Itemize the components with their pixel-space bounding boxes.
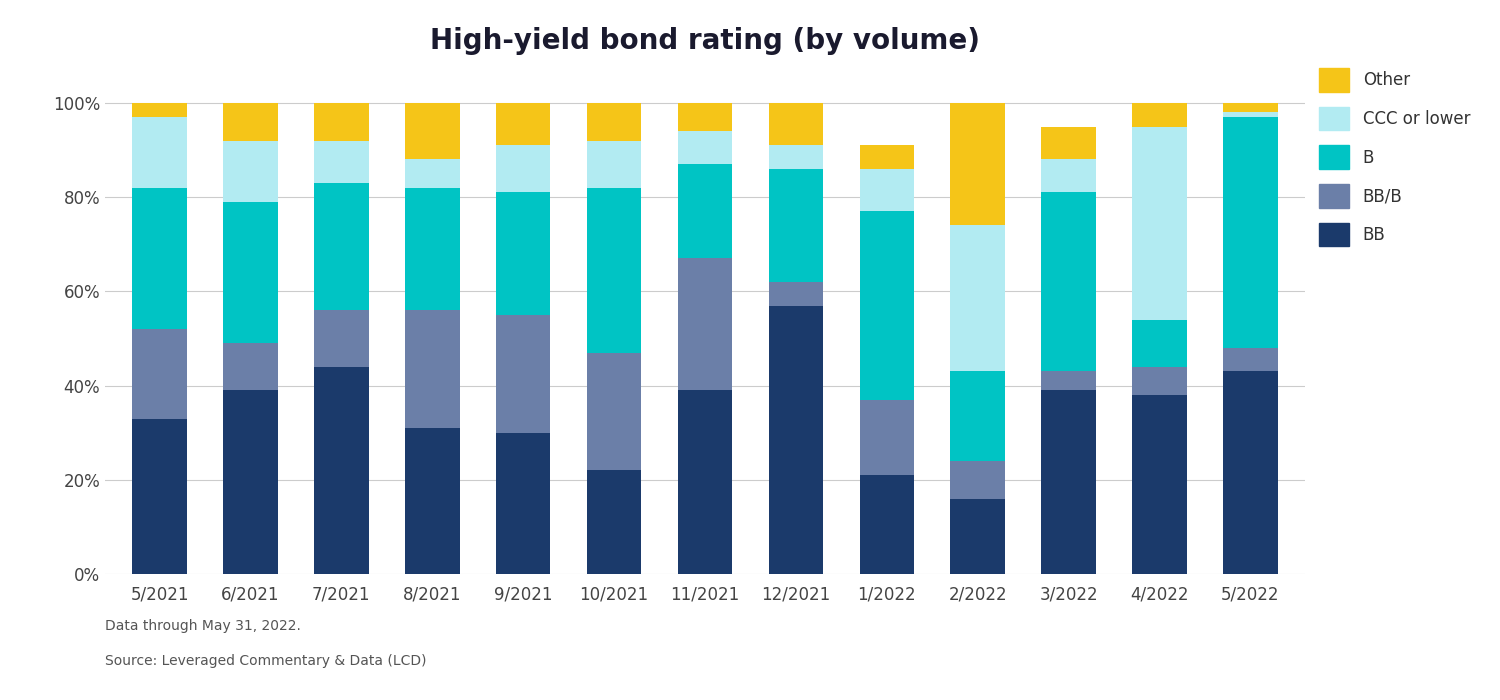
Bar	[586, 470, 642, 574]
Bar	[1132, 103, 1186, 127]
Bar	[1132, 367, 1186, 395]
Bar	[951, 461, 1005, 498]
Bar	[405, 188, 459, 310]
Bar	[951, 103, 1005, 225]
Bar	[496, 315, 550, 433]
Bar	[768, 305, 824, 574]
Bar	[678, 164, 732, 258]
Bar	[678, 103, 732, 131]
Bar	[1041, 391, 1096, 574]
Bar	[1041, 193, 1096, 372]
Bar	[314, 103, 369, 141]
Bar	[405, 103, 459, 160]
Bar	[586, 141, 642, 188]
Bar	[1041, 372, 1096, 391]
Bar	[951, 498, 1005, 574]
Bar	[224, 343, 278, 391]
Bar	[859, 146, 913, 169]
Bar	[768, 146, 824, 169]
Bar	[586, 103, 642, 141]
Bar	[1132, 395, 1186, 574]
Bar	[1041, 127, 1096, 160]
Bar	[1222, 348, 1278, 372]
Bar	[859, 169, 913, 211]
Bar	[1222, 372, 1278, 574]
Bar	[132, 117, 188, 188]
Bar	[314, 141, 369, 183]
Title: High-yield bond rating (by volume): High-yield bond rating (by volume)	[430, 27, 980, 55]
Bar	[496, 146, 550, 192]
Bar	[224, 141, 278, 202]
Bar	[132, 329, 188, 419]
Bar	[496, 193, 550, 315]
Bar	[314, 367, 369, 574]
Bar	[405, 428, 459, 574]
Bar	[405, 310, 459, 428]
Bar	[224, 391, 278, 574]
Bar	[586, 353, 642, 470]
Bar	[1041, 160, 1096, 192]
Text: Source: Leveraged Commentary & Data (LCD): Source: Leveraged Commentary & Data (LCD…	[105, 654, 426, 668]
Bar	[1222, 113, 1278, 117]
Text: Data through May 31, 2022.: Data through May 31, 2022.	[105, 619, 302, 633]
Bar	[496, 433, 550, 574]
Bar	[132, 188, 188, 329]
Bar	[768, 103, 824, 146]
Bar	[951, 225, 1005, 372]
Bar	[405, 160, 459, 188]
Bar	[859, 211, 913, 400]
Bar	[951, 372, 1005, 461]
Bar	[314, 310, 369, 367]
Bar	[859, 400, 913, 475]
Bar	[678, 131, 732, 164]
Bar	[768, 169, 824, 282]
Bar	[1222, 103, 1278, 113]
Bar	[768, 282, 824, 305]
Bar	[314, 183, 369, 310]
Bar	[678, 391, 732, 574]
Bar	[1132, 320, 1186, 367]
Bar	[678, 258, 732, 391]
Bar	[224, 202, 278, 343]
Bar	[1132, 127, 1186, 320]
Bar	[1222, 117, 1278, 348]
Legend: Other, CCC or lower, B, BB/B, BB: Other, CCC or lower, B, BB/B, BB	[1320, 69, 1470, 246]
Bar	[496, 103, 550, 146]
Bar	[224, 103, 278, 141]
Bar	[586, 188, 642, 353]
Bar	[132, 103, 188, 117]
Bar	[859, 475, 913, 574]
Bar	[132, 419, 188, 574]
